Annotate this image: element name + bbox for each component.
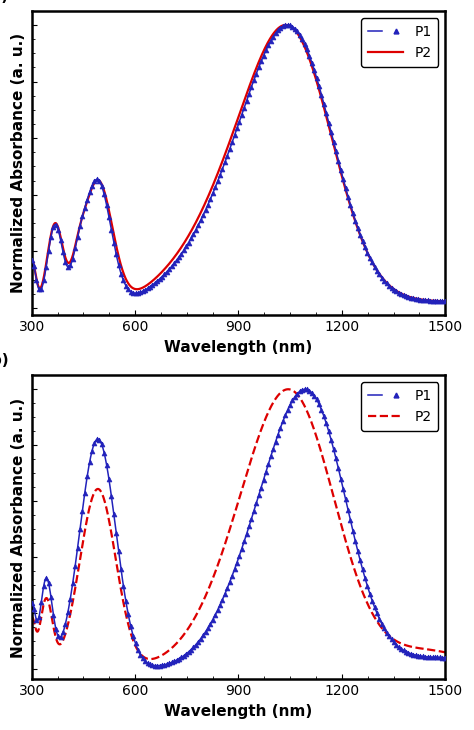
P2 — [255, 61, 261, 69]
X-axis label: Wavelength (nm): Wavelength (nm) — [164, 704, 313, 719]
P2 — [255, 434, 261, 443]
P2 — [283, 20, 289, 29]
P2 — [285, 385, 291, 393]
P2 — [29, 613, 35, 622]
P2 — [99, 179, 104, 188]
P2 — [209, 577, 214, 586]
P2 — [246, 83, 252, 92]
P2 — [208, 185, 214, 194]
P2 — [84, 199, 90, 207]
Text: (b): (b) — [0, 353, 9, 368]
P2 — [99, 488, 104, 496]
Text: (a): (a) — [0, 0, 9, 4]
Y-axis label: Normalized Absorbance (a. u.): Normalized Absorbance (a. u.) — [11, 397, 26, 658]
X-axis label: Wavelength (nm): Wavelength (nm) — [164, 339, 313, 355]
Y-axis label: Normalized Absorbance (a. u.): Normalized Absorbance (a. u.) — [11, 33, 26, 293]
P2 — [84, 518, 90, 526]
P2 — [443, 297, 448, 306]
Line: P2: P2 — [32, 25, 446, 301]
P2 — [29, 255, 35, 264]
Legend: P1, P2: P1, P2 — [361, 18, 438, 67]
P2 — [169, 644, 174, 653]
P2 — [168, 257, 174, 266]
P2 — [443, 648, 448, 657]
P2 — [147, 655, 153, 664]
P2 — [246, 461, 252, 469]
Line: P2: P2 — [32, 389, 446, 659]
Legend: P1, P2: P1, P2 — [361, 383, 438, 431]
